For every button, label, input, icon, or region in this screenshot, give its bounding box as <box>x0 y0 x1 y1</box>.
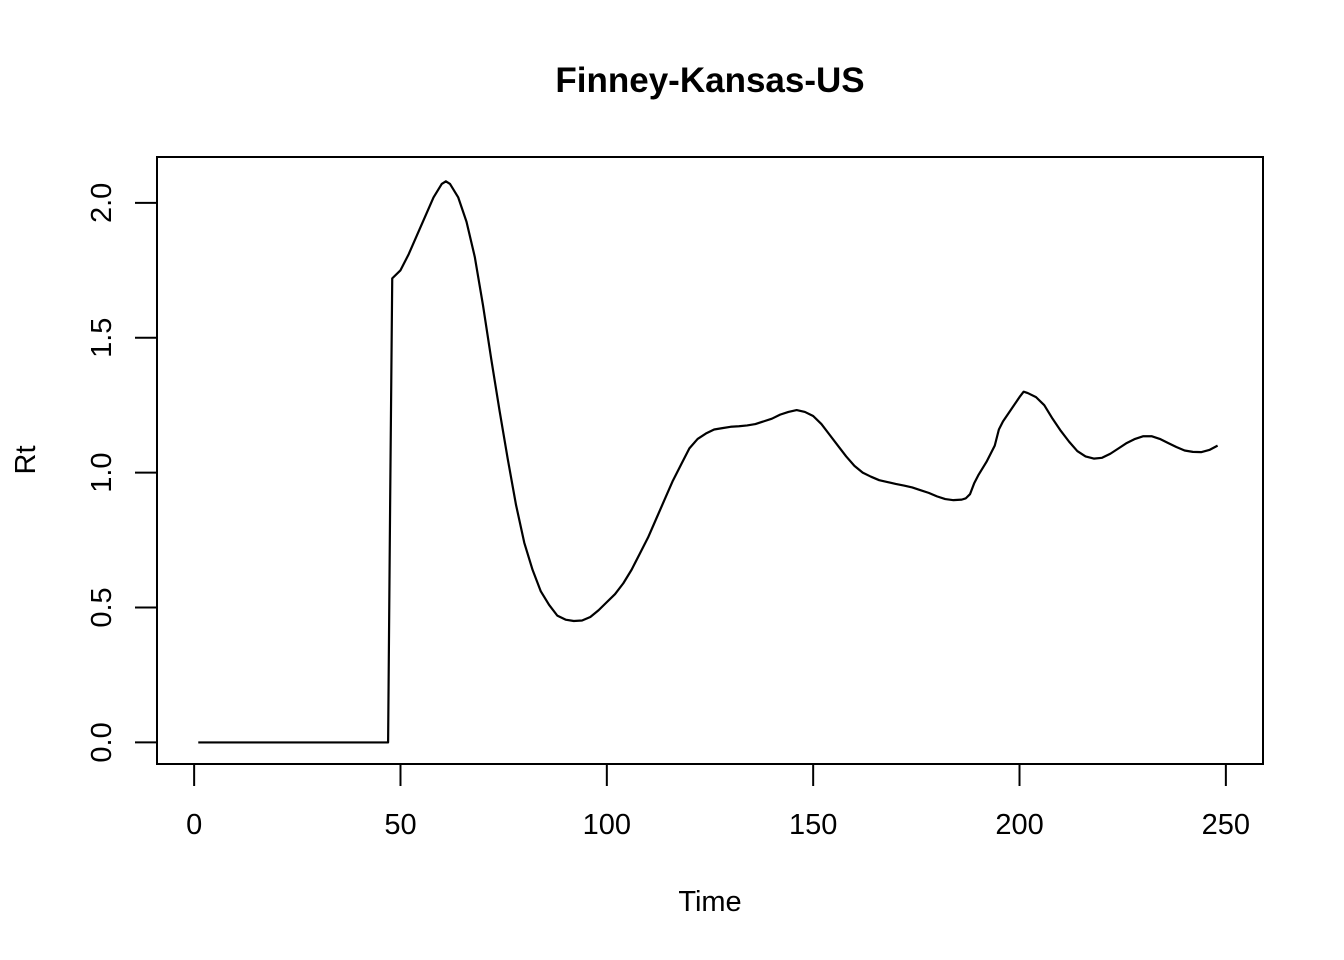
y-tick-label: 0.5 <box>86 587 118 627</box>
x-tick-label: 150 <box>789 809 837 841</box>
y-axis-label: Rt <box>10 446 42 475</box>
x-tick-label: 0 <box>186 809 202 841</box>
y-tick-label: 1.5 <box>86 318 118 358</box>
x-tick-label: 200 <box>995 809 1043 841</box>
x-axis-label: Time <box>678 886 741 918</box>
x-tick-label: 100 <box>583 809 631 841</box>
series-line <box>198 180 1219 744</box>
x-tick-label: 250 <box>1202 809 1250 841</box>
y-tick-label: 0.0 <box>86 722 118 762</box>
y-axis: 0.0 0.5 1.0 1.5 2.0 <box>86 183 158 763</box>
y-tick-label: 1.0 <box>86 452 118 492</box>
x-tick-label: 50 <box>384 809 416 841</box>
x-axis: 0 50 100 150 200 250 <box>186 763 1250 841</box>
chart-title: Finney-Kansas-US <box>555 61 864 100</box>
y-tick-label: 2.0 <box>86 183 118 223</box>
